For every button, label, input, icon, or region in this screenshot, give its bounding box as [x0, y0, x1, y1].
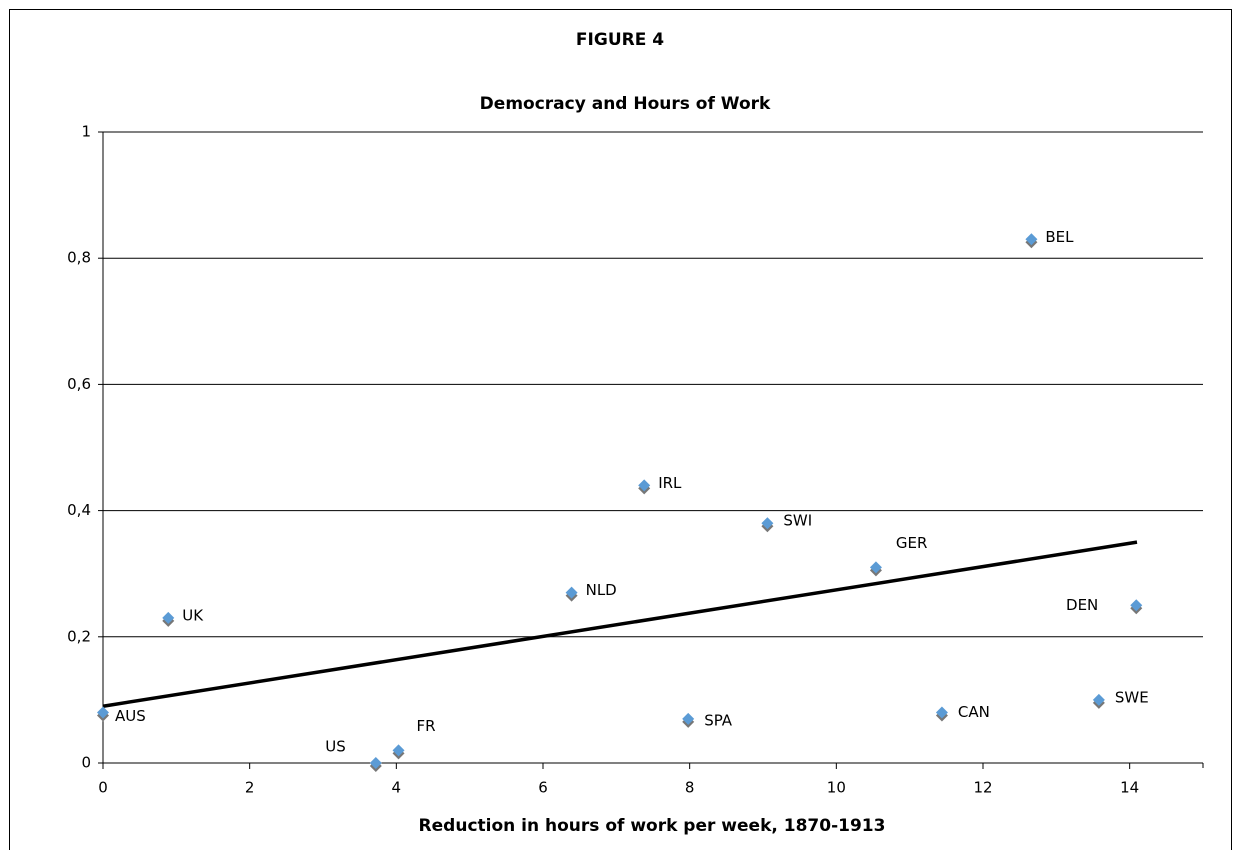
marker	[869, 561, 882, 574]
x-axis-label: Reduction in hours of work per week, 187…	[419, 816, 886, 836]
point-label: IRL	[658, 474, 682, 492]
x-tick-label: 6	[538, 779, 548, 797]
x-tick-label: 10	[827, 779, 846, 797]
marker	[935, 706, 948, 719]
x-tick-label: 4	[392, 779, 402, 797]
point-label: SWE	[1115, 688, 1149, 706]
y-tick-label: 0	[81, 754, 91, 772]
x-tick-label: 12	[973, 779, 992, 797]
y-tick-label: 0,8	[67, 249, 91, 267]
marker	[761, 517, 774, 530]
marker	[97, 706, 109, 719]
y-tick-label: 1	[81, 123, 91, 141]
point-label: SWI	[783, 512, 812, 530]
x-tick-label: 2	[245, 779, 255, 797]
point-label: DEN	[1066, 596, 1098, 614]
chart-subtitle: Democracy and Hours of Work	[480, 94, 771, 114]
point-label: US	[325, 738, 346, 756]
point-label: GER	[896, 534, 928, 552]
marker	[682, 712, 695, 725]
marker	[565, 586, 578, 599]
marker	[392, 744, 405, 757]
marker	[162, 611, 175, 624]
chart-border	[9, 9, 1232, 850]
marker	[1092, 693, 1105, 706]
point-label: NLD	[586, 581, 617, 599]
point-label: FR	[417, 717, 436, 735]
x-tick-label: 8	[685, 779, 695, 797]
y-tick-label: 0,2	[67, 627, 91, 645]
x-tick-label: 0	[98, 779, 108, 797]
y-tick-label: 0,6	[67, 375, 91, 393]
marker	[1025, 233, 1038, 246]
marker	[1130, 599, 1143, 612]
chart-title: FIGURE 4	[576, 30, 664, 50]
point-label: CAN	[958, 703, 990, 721]
point-label: SPA	[704, 711, 733, 729]
point-label: BEL	[1045, 228, 1074, 246]
x-tick-label: 14	[1120, 779, 1139, 797]
y-tick-label: 0,4	[67, 501, 91, 519]
marker	[369, 757, 382, 769]
trendline	[102, 540, 1138, 708]
point-label: UK	[182, 606, 204, 624]
point-label: AUS	[115, 707, 146, 725]
marker	[638, 479, 651, 492]
